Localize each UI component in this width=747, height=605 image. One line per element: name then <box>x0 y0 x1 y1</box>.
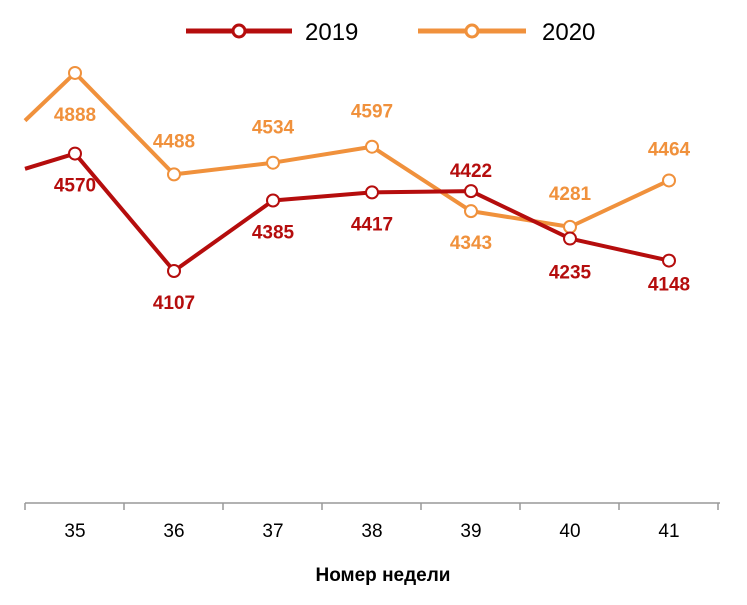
data-point-2020 <box>167 167 181 182</box>
data-point-2020 <box>563 219 577 234</box>
data-label-layer: 4570 4107 4385 4417 4422 4235 4148 4888 4488 4534… <box>54 102 691 314</box>
x-tick-label: 40 <box>559 521 580 542</box>
data-label-2020: 4464 <box>648 139 691 160</box>
legend-marker-2019 <box>231 23 247 39</box>
data-point-2019 <box>563 231 577 246</box>
data-label-2020: 4888 <box>54 105 96 126</box>
legend: 2019 2020 <box>186 19 595 46</box>
data-point-2019 <box>167 264 181 278</box>
data-point-2020 <box>266 155 280 170</box>
data-point-2020 <box>68 65 82 80</box>
data-point-2020 <box>662 173 676 188</box>
x-tick-label: 41 <box>658 521 679 542</box>
x-tick-label: 36 <box>163 521 184 542</box>
data-point-2019 <box>266 193 280 208</box>
series-layer <box>23 65 676 278</box>
data-label-2020: 4534 <box>252 118 295 139</box>
data-point-2020 <box>365 139 379 154</box>
data-label-2019: 4235 <box>549 263 592 284</box>
data-point-2019 <box>464 184 478 199</box>
series-line-2019 <box>24 151 670 273</box>
data-label-2019: 4148 <box>648 275 690 296</box>
data-label-2019: 4107 <box>153 293 195 314</box>
data-label-2019: 4422 <box>450 161 492 182</box>
legend-label-2020: 2020 <box>542 19 595 46</box>
data-label-2019: 4417 <box>351 214 393 235</box>
data-point-2019 <box>68 146 82 161</box>
x-axis: 35 36 37 38 39 40 41 <box>24 502 720 542</box>
data-label-2020: 4343 <box>450 233 492 254</box>
x-tick-label: 38 <box>361 521 382 542</box>
series-line-2020 <box>23 70 670 229</box>
data-point-2019 <box>365 185 379 200</box>
x-tick-label: 39 <box>460 521 481 542</box>
data-label-2020: 4488 <box>153 131 195 152</box>
data-label-2020: 4281 <box>549 184 592 205</box>
legend-marker-2020 <box>464 23 480 39</box>
data-label-2020: 4597 <box>351 102 393 123</box>
data-point-2020 <box>464 204 478 219</box>
data-label-2019: 4570 <box>54 176 96 197</box>
x-tick-label: 37 <box>262 521 283 542</box>
data-label-2019: 4385 <box>252 222 295 243</box>
x-tick-label: 35 <box>64 521 85 542</box>
data-point-2019 <box>662 253 676 268</box>
legend-label-2019: 2019 <box>305 19 358 46</box>
x-axis-title: Номер недели <box>315 565 450 586</box>
